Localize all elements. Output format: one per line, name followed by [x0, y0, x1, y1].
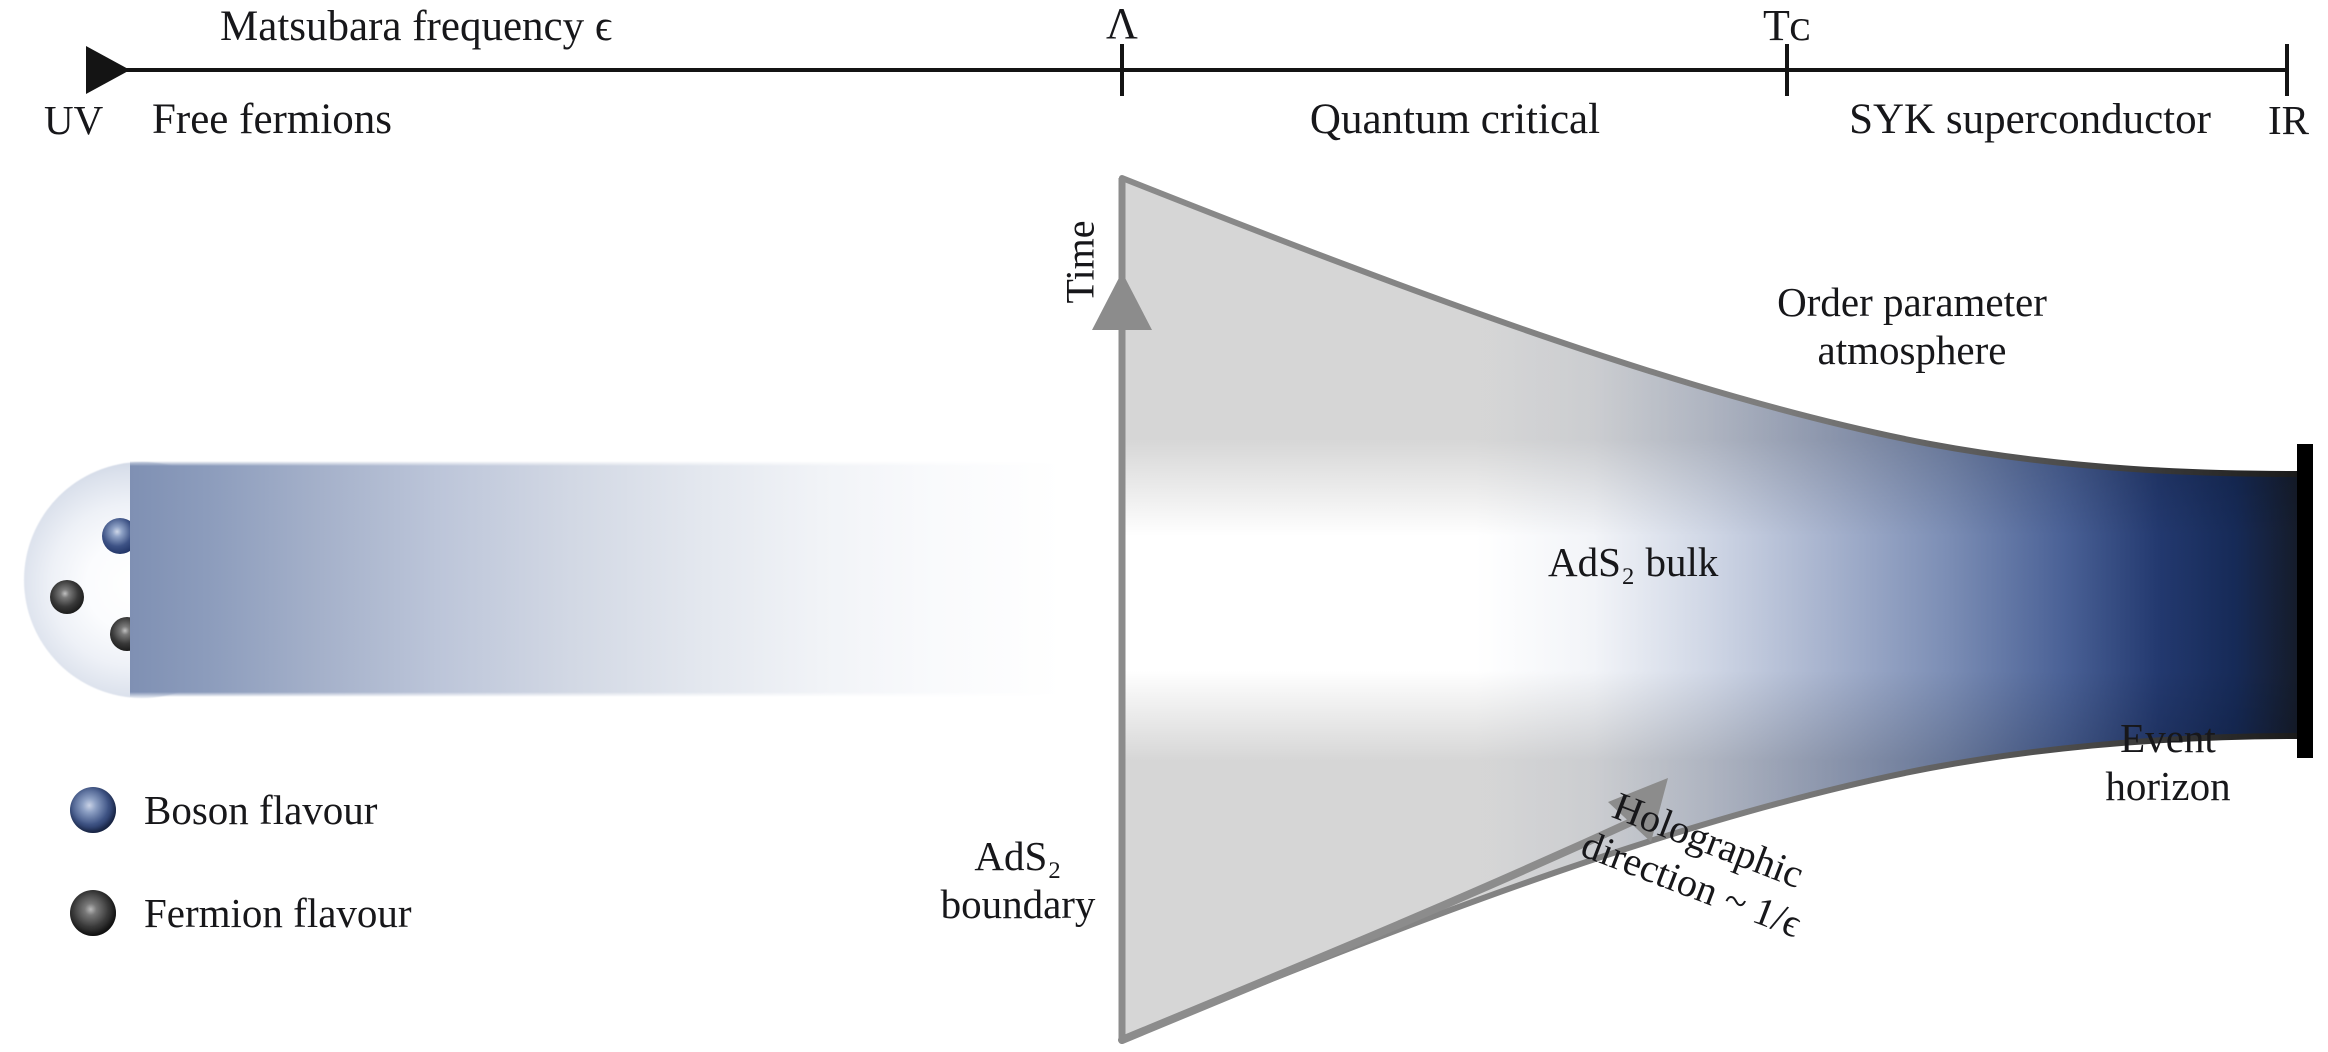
legend-item-fermion: Fermion flavour: [70, 889, 412, 937]
time-arrowhead-icon: [1092, 272, 1152, 330]
time-axis-label: Time: [1057, 220, 1103, 304]
event-horizon-label: Event horizon: [2105, 714, 2230, 811]
order-parameter-label-line1: Order parameter: [1777, 279, 2047, 325]
fermion-marker-icon: [70, 890, 116, 936]
fermion-bead-icon: [50, 580, 84, 614]
free-fermion-band: [130, 461, 1090, 697]
regime-label-syk-superconductor: SYK superconductor: [1849, 96, 2211, 143]
regime-label-quantum-critical: Quantum critical: [1309, 96, 1601, 143]
ads2-boundary-label-line1: AdS₂: [974, 833, 1062, 879]
ads2-boundary-label-line2: boundary: [940, 881, 1096, 928]
legend-label-fermion: Fermion flavour: [144, 890, 412, 936]
axis-tick-label-lambda: Λ: [1106, 0, 1138, 48]
frequency-axis: [86, 44, 2289, 96]
order-parameter-label: Order parameter atmosphere: [1777, 278, 2047, 375]
axis-endpoint-uv: UV: [44, 97, 104, 143]
event-horizon-bar: [2297, 444, 2313, 758]
holographic-arrow-shaft: [1118, 814, 1644, 1044]
throat-upper-edge: [1119, 175, 2303, 477]
ads2-throat: [1119, 175, 2303, 1043]
ads2-bulk-label: AdS₂ bulk: [1548, 539, 1719, 585]
legend-label-boson: Boson flavour: [144, 787, 378, 833]
event-horizon-label-line1: Event: [2120, 715, 2216, 761]
ads2-boundary-axis: [1092, 178, 1152, 1040]
event-horizon-label-line2: horizon: [2105, 763, 2231, 810]
holographic-arrowhead-icon: [1608, 778, 1668, 842]
ads2-boundary-label: AdS₂ boundary: [941, 832, 1096, 929]
axis-tick-label-tc: Tᴄ: [1763, 1, 1811, 50]
legend-item-boson: Boson flavour: [70, 786, 377, 834]
regime-label-free-fermions: Free fermions: [151, 96, 393, 143]
axis-endpoint-ir: IR: [2268, 97, 2309, 143]
order-parameter-label-line2: atmosphere: [1817, 327, 2007, 374]
boson-marker-icon: [70, 787, 116, 833]
holographic-direction-arrow: [1118, 778, 1668, 1044]
throat-shading: [1122, 178, 2300, 1040]
axis-title: Matsubara frequency ϵ: [220, 3, 613, 50]
